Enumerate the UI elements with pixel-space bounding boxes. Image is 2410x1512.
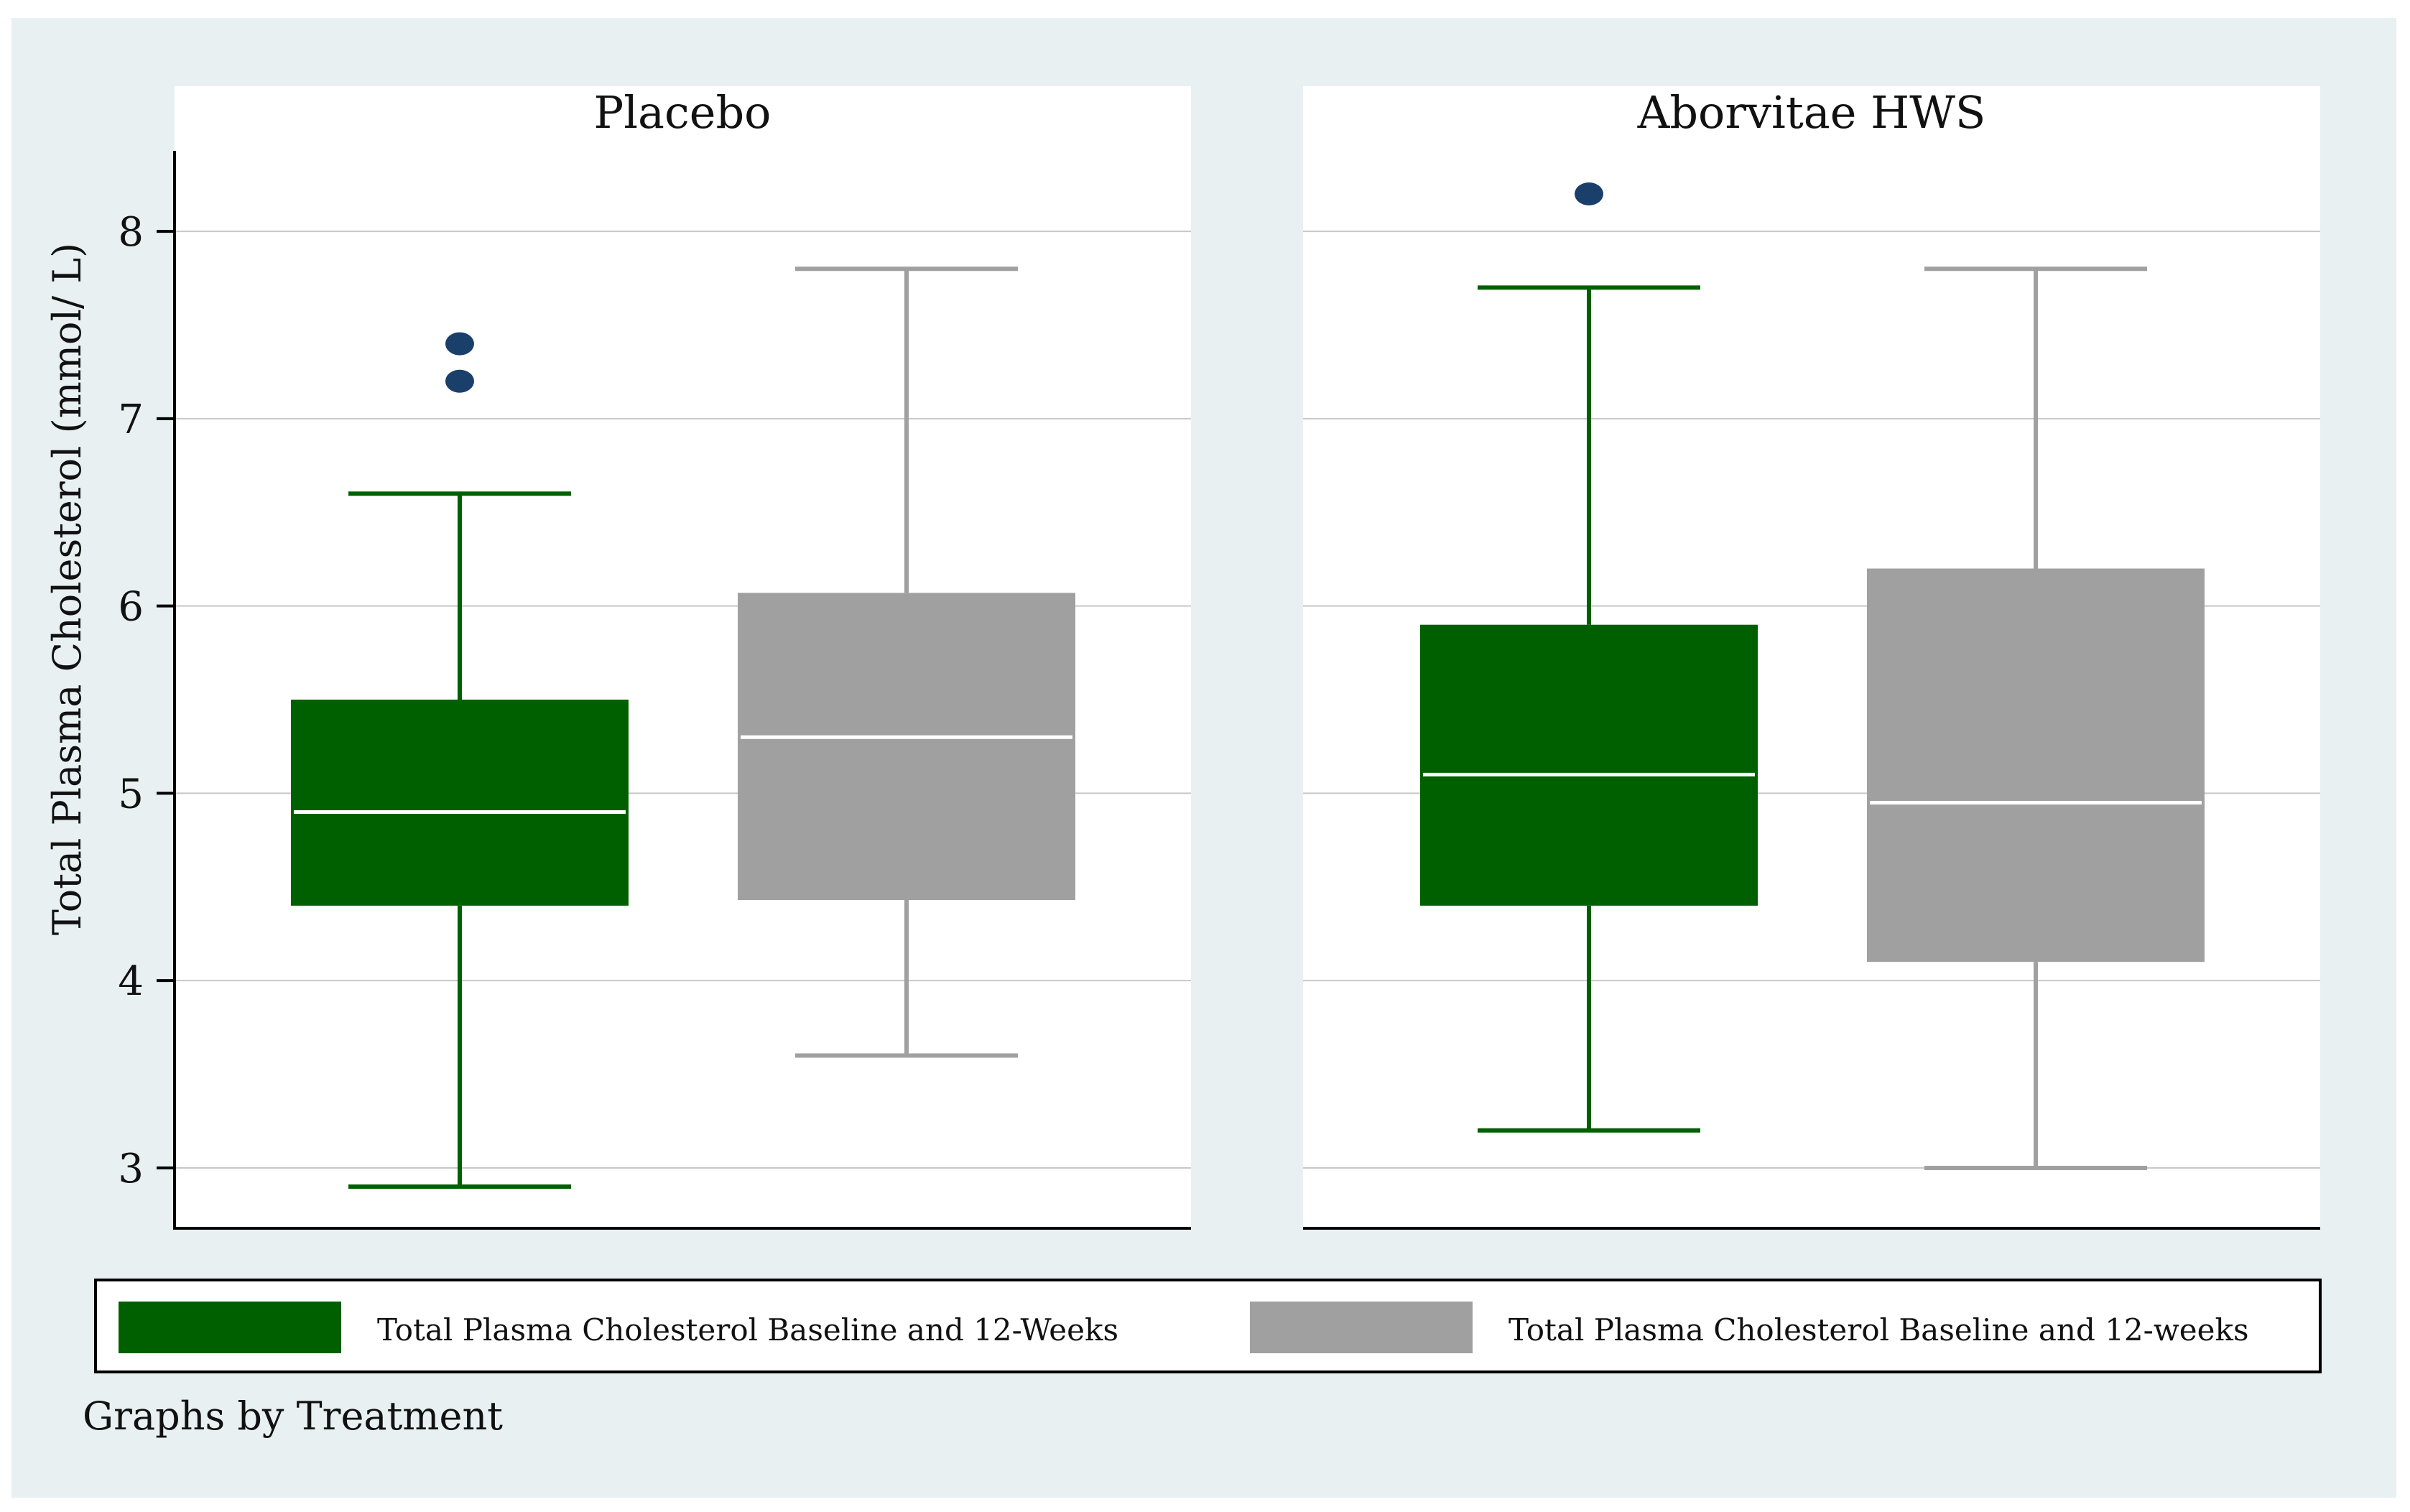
box-iqr [1867,568,2205,963]
panel-placebo: Placebo 3 4 5 6 7 8 [118,86,1191,1230]
y-tick-label: 5 [118,771,144,817]
box-iqr [291,700,629,906]
legend-label-green: Total Plasma Cholesterol Baseline and 12… [377,1312,1118,1348]
legend: Total Plasma Cholesterol Baseline and 12… [94,1279,2322,1373]
y-tick-label: 3 [118,1146,144,1192]
y-tick-label: 6 [118,584,144,631]
y-axis-ticks: 3 4 5 6 7 8 [118,209,175,1192]
panel-title: Placebo [594,86,771,139]
panel-aborvitae-hws: Aborvitae HWS [1303,86,2320,1230]
panel-title: Aborvitae HWS [1637,86,1986,139]
outlier-point [445,332,474,356]
y-tick-label: 8 [118,209,144,256]
box-iqr [1420,624,1758,906]
outlier-point [1575,182,1603,205]
box-group [1420,182,2205,1170]
y-axis-label: Total Plasma Cholesterol (mmol/ L) [45,243,90,935]
legend-label-gray: Total Plasma Cholesterol Baseline and 12… [1508,1312,2249,1348]
box-iqr [738,593,1075,901]
legend-swatch-gray [1250,1302,1473,1353]
y-tick-label: 4 [118,958,144,1005]
legend-swatch-green [119,1302,341,1353]
outlier-point [445,369,474,393]
y-tick-label: 7 [118,396,144,443]
box-group [291,266,1075,1189]
graphs-by-note: Graphs by Treatment [83,1393,503,1439]
legend-frame [94,1279,2322,1373]
